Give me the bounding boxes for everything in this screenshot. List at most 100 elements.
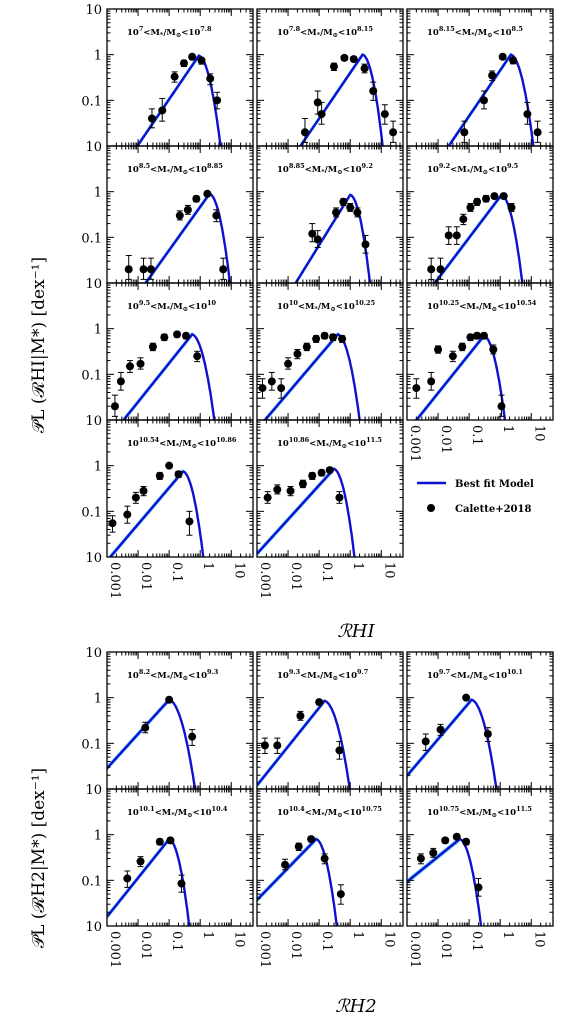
mass-bin-label-part: <M [305, 808, 322, 818]
x-axis-label-hi: ℛHI [337, 621, 375, 642]
y-axis-label-hi: 𝒫L (ℛHI|M*) [dex⁻¹] [29, 257, 49, 433]
mass-bin-label-part: <10 [338, 28, 357, 38]
model-curve [144, 192, 232, 283]
mass-bin-label: 1010<M*/M⊙<1010.25 [277, 299, 376, 313]
data-point [452, 832, 461, 841]
data-point [136, 857, 145, 866]
mass-bin-label-part: ⊙ [483, 674, 488, 682]
y-tick-label: 1 [94, 186, 102, 201]
mass-bin-label-part: 10 [427, 808, 439, 818]
mass-bin-label-part: 10.86 [289, 436, 310, 444]
mass-bin-label-part: /M [179, 439, 192, 449]
data-point [458, 342, 467, 351]
data-point [273, 485, 282, 494]
data-point [174, 470, 183, 479]
mass-bin-label-part: 9.5 [507, 162, 519, 170]
mass-bin-label-part: 9.2 [362, 162, 373, 170]
data-point [313, 98, 322, 107]
mass-bin-label-part: <M [459, 808, 476, 818]
x-tick-label: 0.1 [469, 425, 484, 446]
data-point [360, 64, 369, 73]
data-point [346, 203, 355, 212]
mass-bin-label-part: <M [450, 671, 467, 681]
data-point [213, 96, 222, 105]
panel-frame [406, 282, 554, 421]
mass-bin-label-part: 7.8 [200, 25, 212, 33]
data-point [412, 384, 421, 393]
mass-bin-label-part: /M [479, 302, 492, 312]
mass-bin-label-part: 10 [427, 28, 439, 38]
x-tick-label: 0.001 [407, 425, 422, 462]
data-point [523, 110, 532, 119]
panel-hi-8: 1010<M*/M⊙<1010.25 [256, 282, 404, 421]
mass-bin-label-part: ⊙ [333, 31, 338, 39]
data-point [320, 331, 329, 340]
data-point [183, 205, 192, 214]
data-point [473, 197, 482, 206]
legend: Best fit Model Calette+2018 [417, 479, 534, 515]
data-point [339, 197, 348, 206]
mass-bin-label-part: 9.3 [207, 668, 219, 676]
mass-bin-label-part: 8.5 [139, 162, 151, 170]
data-point [462, 693, 471, 702]
model-curve [257, 699, 351, 789]
mass-bin-label-part: 10 [427, 302, 439, 312]
data-point [389, 128, 398, 137]
mass-bin-label-part: ⊙ [176, 31, 181, 39]
data-point [148, 342, 157, 351]
mass-bin-label-part: <10 [497, 302, 516, 312]
y-tick-label: 0.1 [81, 737, 102, 752]
data-point [479, 331, 488, 340]
x-tick-label: 0.01 [438, 425, 453, 454]
data-point [482, 194, 491, 203]
x-tick-label: 10 [231, 562, 246, 579]
mass-bin-label: 108.5<M*/M⊙<108.85 [127, 162, 223, 176]
data-point [185, 517, 194, 526]
mass-bin-label-part: 9.2 [439, 162, 450, 170]
model-uncertainty-band [257, 698, 350, 789]
data-point [219, 265, 228, 274]
mass-bin-label-part: <10 [347, 439, 366, 449]
model-curve [257, 467, 356, 557]
data-point [139, 265, 148, 274]
mass-bin-label: 1010.1<M*/M⊙<1010.4 [127, 805, 228, 819]
data-point [498, 52, 507, 61]
y-tick-label: 1 [94, 49, 102, 64]
data-point [177, 879, 186, 888]
data-point [488, 71, 497, 80]
mass-bin-label-part: <10 [188, 165, 207, 175]
mass-bin-label-part: <M [300, 28, 317, 38]
x-tick-label: 0.01 [438, 931, 453, 960]
data-point [277, 384, 286, 393]
data-point [490, 192, 499, 201]
data-point [158, 106, 167, 115]
data-point [436, 725, 445, 734]
y-tick-label: 0.1 [81, 94, 102, 109]
x-tick-label: 0.01 [138, 562, 153, 591]
data-point [116, 377, 125, 386]
data-point [123, 874, 132, 883]
panel-plot-area [407, 832, 483, 926]
data-point [329, 333, 338, 342]
data-point [155, 471, 164, 480]
y-tick-label: 0.1 [81, 368, 102, 383]
data-point [273, 741, 282, 750]
mass-bin-label-part: 10.4 [212, 805, 228, 813]
data-point [340, 53, 349, 62]
data-point [300, 128, 309, 137]
mass-bin-label: 108.85<M*/M⊙<109.2 [277, 162, 373, 176]
panel-plot-area [446, 52, 542, 146]
mass-bin-label-part: ⊙ [192, 442, 197, 450]
data-point [317, 110, 326, 119]
mass-bin-label-part: <10 [343, 808, 362, 818]
panel-plot-area [135, 52, 222, 146]
data-point [139, 486, 148, 495]
mass-bin-label-part: ⊙ [337, 811, 342, 819]
data-point [212, 211, 221, 220]
mass-bin-label-part: 7.8 [289, 25, 301, 33]
data-point [499, 192, 508, 201]
mass-bin-label-part: ⊙ [492, 305, 497, 313]
data-point [313, 235, 322, 244]
mass-bin-label-part: * [314, 305, 318, 313]
